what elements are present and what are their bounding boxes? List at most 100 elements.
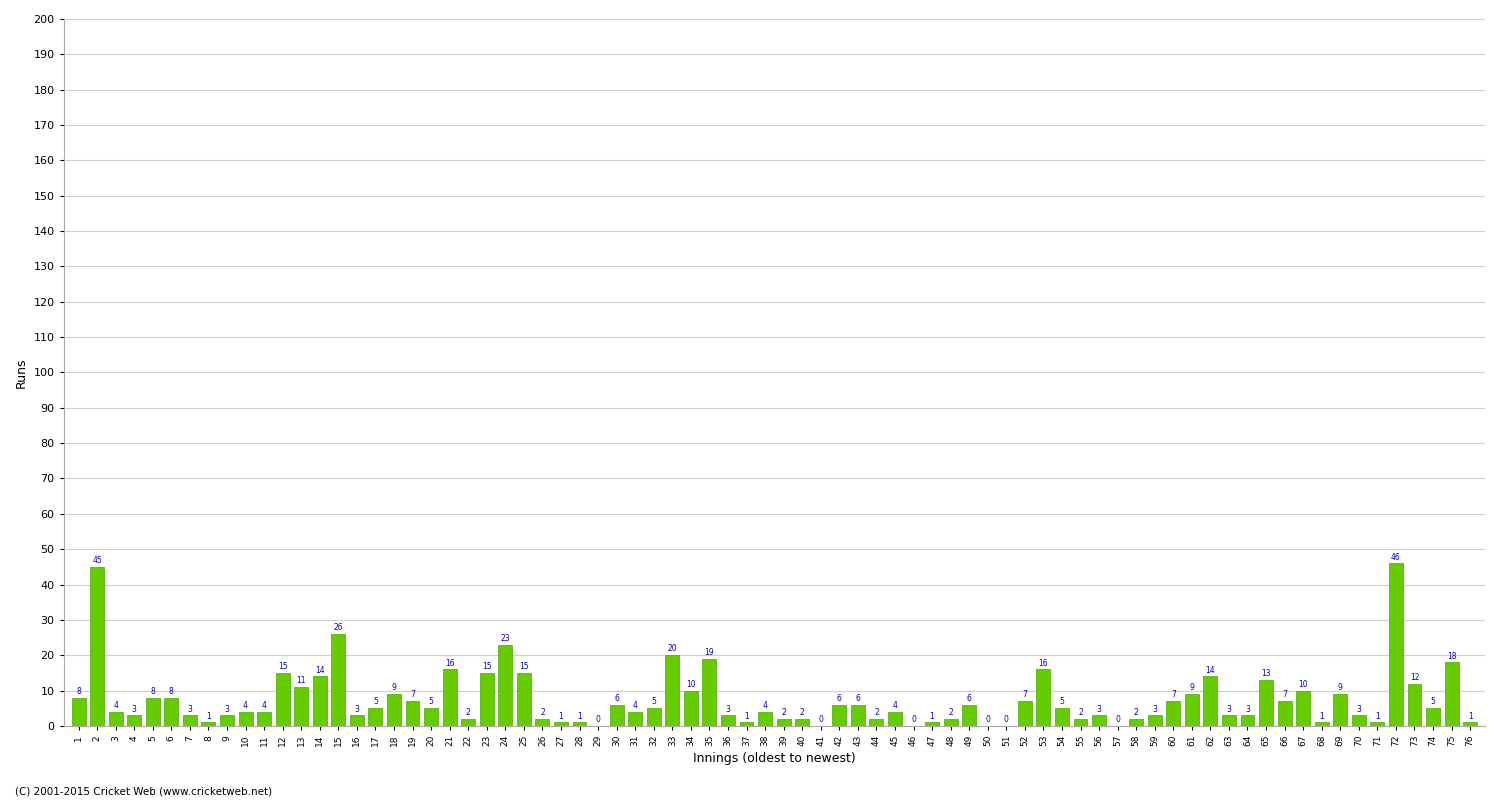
Text: 0: 0 (1004, 715, 1008, 724)
Text: 5: 5 (651, 698, 656, 706)
Text: 4: 4 (243, 701, 248, 710)
Bar (1371, 722, 1384, 726)
Text: 7: 7 (1172, 690, 1176, 699)
Text: 7: 7 (1023, 690, 1028, 699)
Bar (1036, 670, 1050, 726)
Bar (1426, 708, 1440, 726)
Text: 5: 5 (1059, 698, 1065, 706)
Text: 9: 9 (1338, 683, 1342, 692)
Bar (1130, 719, 1143, 726)
Bar (1092, 715, 1106, 726)
Text: 18: 18 (1448, 651, 1456, 661)
Text: 26: 26 (333, 623, 344, 632)
Text: 19: 19 (705, 648, 714, 657)
Bar (1444, 662, 1458, 726)
Bar (220, 715, 234, 726)
Text: 6: 6 (966, 694, 972, 703)
Bar (1296, 690, 1310, 726)
Bar (1019, 701, 1032, 726)
Bar (314, 677, 327, 726)
Text: 3: 3 (354, 705, 360, 714)
Text: 3: 3 (225, 705, 230, 714)
Bar (201, 722, 216, 726)
Text: 1: 1 (558, 712, 564, 721)
Text: 1: 1 (930, 712, 934, 721)
Bar (405, 701, 420, 726)
Text: 1: 1 (578, 712, 582, 721)
Bar (850, 705, 865, 726)
Bar (777, 719, 790, 726)
Text: 6: 6 (614, 694, 620, 703)
Text: 7: 7 (410, 690, 416, 699)
Text: 1: 1 (1320, 712, 1324, 721)
Bar (944, 719, 957, 726)
X-axis label: Innings (oldest to newest): Innings (oldest to newest) (693, 752, 855, 765)
Bar (146, 698, 159, 726)
Bar (1389, 563, 1402, 726)
Text: 2: 2 (948, 708, 952, 717)
Bar (387, 694, 400, 726)
Text: 0: 0 (819, 715, 824, 724)
Text: 12: 12 (1410, 673, 1419, 682)
Text: 4: 4 (112, 701, 118, 710)
Bar (795, 719, 808, 726)
Bar (1185, 694, 1198, 726)
Bar (128, 715, 141, 726)
Text: 23: 23 (501, 634, 510, 643)
Text: 20: 20 (668, 645, 676, 654)
Bar (369, 708, 382, 726)
Text: 45: 45 (92, 556, 102, 565)
Bar (1054, 708, 1070, 726)
Text: 10: 10 (1299, 680, 1308, 689)
Bar (442, 670, 456, 726)
Text: 5: 5 (1431, 698, 1436, 706)
Bar (498, 645, 513, 726)
Text: 0: 0 (986, 715, 990, 724)
Text: 3: 3 (132, 705, 136, 714)
Text: 11: 11 (297, 676, 306, 686)
Text: 1: 1 (1376, 712, 1380, 721)
Bar (646, 708, 660, 726)
Text: 8: 8 (150, 687, 154, 696)
Bar (90, 567, 104, 726)
Bar (833, 705, 846, 726)
Bar (350, 715, 364, 726)
Bar (702, 658, 717, 726)
Bar (1352, 715, 1366, 726)
Text: 2: 2 (874, 708, 879, 717)
Bar (108, 712, 123, 726)
Bar (609, 705, 624, 726)
Bar (460, 719, 476, 726)
Text: 8: 8 (76, 687, 81, 696)
Bar (554, 722, 568, 726)
Text: 4: 4 (892, 701, 897, 710)
Bar (536, 719, 549, 726)
Text: 1: 1 (1468, 712, 1473, 721)
Bar (1407, 683, 1422, 726)
Bar (722, 715, 735, 726)
Text: 5: 5 (374, 698, 378, 706)
Text: 2: 2 (540, 708, 544, 717)
Bar (1334, 694, 1347, 726)
Bar (1462, 722, 1478, 726)
Bar (238, 712, 252, 726)
Bar (962, 705, 976, 726)
Text: 8: 8 (170, 687, 174, 696)
Text: 16: 16 (446, 658, 454, 667)
Text: 15: 15 (519, 662, 528, 671)
Bar (1258, 680, 1274, 726)
Bar (758, 712, 772, 726)
Text: 0: 0 (1114, 715, 1120, 724)
Bar (424, 708, 438, 726)
Text: 3: 3 (1356, 705, 1362, 714)
Bar (1167, 701, 1180, 726)
Bar (926, 722, 939, 726)
Bar (480, 673, 494, 726)
Text: 13: 13 (1262, 669, 1270, 678)
Text: 6: 6 (855, 694, 861, 703)
Text: 9: 9 (392, 683, 396, 692)
Bar (276, 673, 290, 726)
Text: 3: 3 (1245, 705, 1250, 714)
Y-axis label: Runs: Runs (15, 358, 28, 388)
Text: 2: 2 (1078, 708, 1083, 717)
